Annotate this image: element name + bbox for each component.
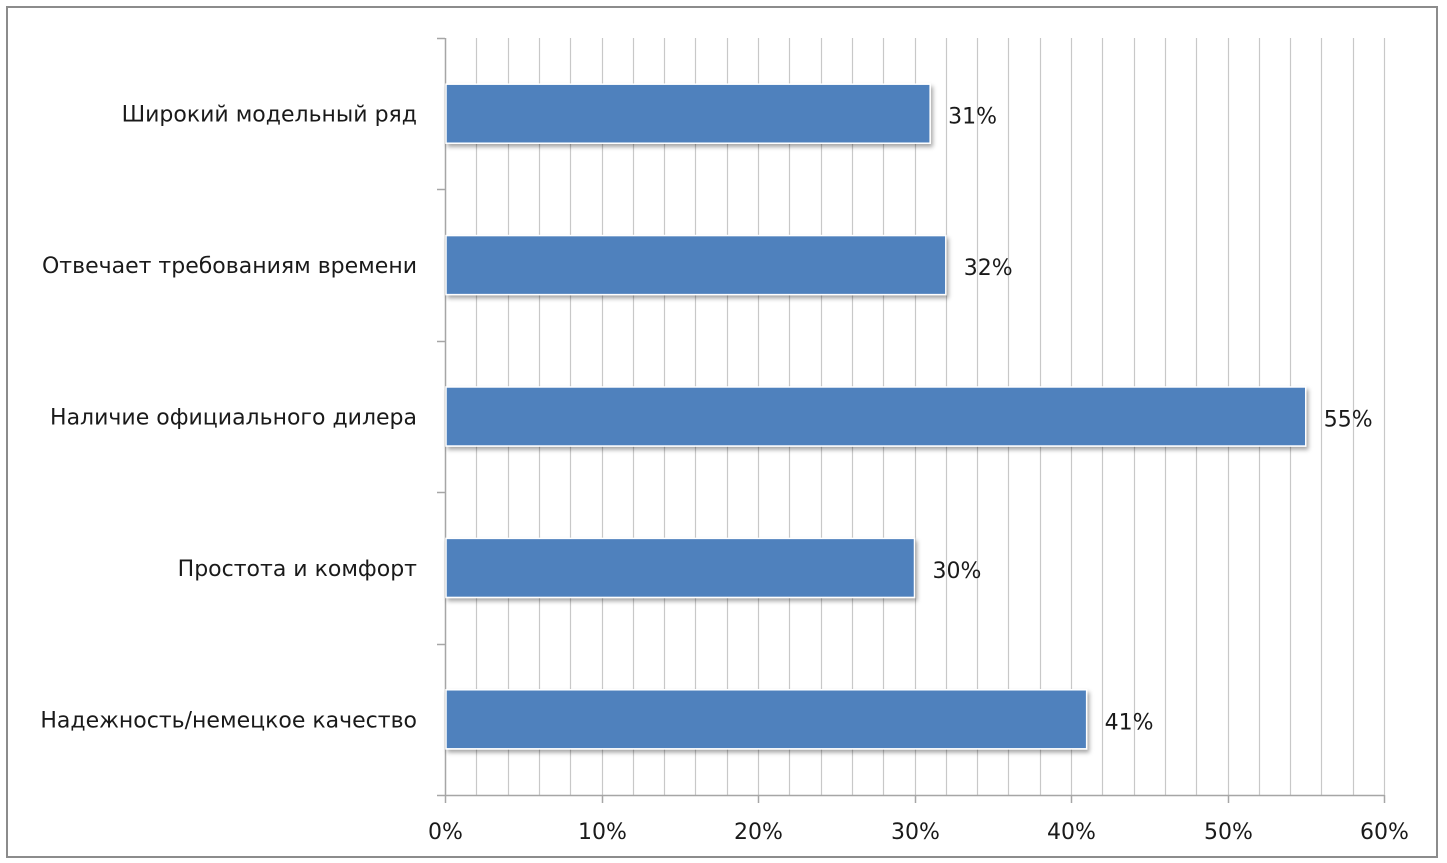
data-label: 32% bbox=[964, 256, 1013, 281]
category-label: Простота и комфорт bbox=[178, 557, 417, 582]
labels: 0% 10% 20% 30% 40% 50% 60% Широкий модельный ря… bbox=[40, 103, 1409, 845]
bar bbox=[445, 537, 916, 599]
x-tick-label: 60% bbox=[1360, 820, 1409, 845]
x-tick-label: 30% bbox=[891, 820, 940, 845]
data-label: 41% bbox=[1105, 710, 1154, 735]
category-label: Широкий модельный ряд bbox=[122, 103, 417, 128]
bars bbox=[445, 83, 1307, 750]
category-label: Надежность/немецкое качество bbox=[40, 708, 417, 733]
x-tick-label: 20% bbox=[734, 820, 783, 845]
data-label: 31% bbox=[948, 105, 997, 130]
x-tick-label: 0% bbox=[428, 820, 463, 845]
bar bbox=[445, 83, 931, 144]
x-tick-label: 10% bbox=[578, 820, 627, 845]
data-label: 30% bbox=[933, 559, 982, 584]
bar bbox=[445, 234, 947, 296]
category-label: Наличие официального дилера bbox=[50, 406, 417, 431]
bar bbox=[445, 689, 1088, 750]
x-tick-label: 40% bbox=[1047, 820, 1096, 845]
bar bbox=[445, 386, 1307, 447]
data-label: 55% bbox=[1324, 408, 1373, 433]
category-label: Отвечает требованиям времени bbox=[42, 254, 417, 279]
x-tick-label: 50% bbox=[1204, 820, 1253, 845]
